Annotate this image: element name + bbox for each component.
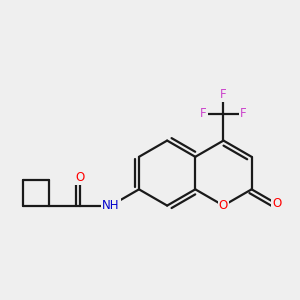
Text: O: O — [272, 197, 282, 211]
Text: F: F — [220, 88, 227, 101]
Text: O: O — [75, 172, 85, 184]
Text: NH: NH — [102, 199, 120, 212]
Text: F: F — [240, 107, 247, 120]
Text: O: O — [219, 199, 228, 212]
Text: F: F — [200, 107, 207, 120]
